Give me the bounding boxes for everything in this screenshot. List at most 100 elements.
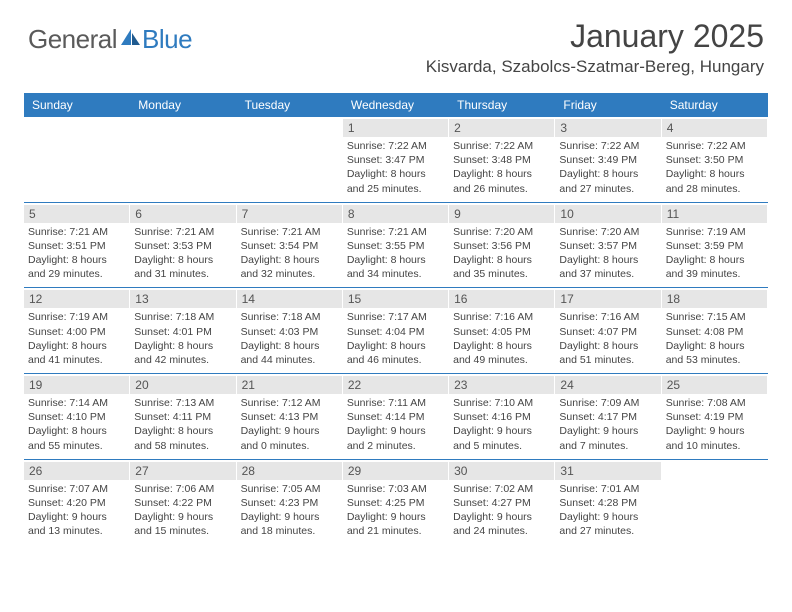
day-number: [130, 119, 235, 137]
day-header: Saturday: [662, 93, 768, 117]
day-number: [237, 119, 342, 137]
sunrise-text: Sunrise: 7:18 AM: [241, 310, 338, 324]
daylight-text: Daylight: 8 hours and 27 minutes.: [559, 167, 656, 195]
day-info: Sunrise: 7:21 AMSunset: 3:55 PMDaylight:…: [347, 225, 444, 282]
day-cell: 3 Sunrise: 7:22 AMSunset: 3:49 PMDaylight…: [555, 117, 661, 202]
sunset-text: Sunset: 3:47 PM: [347, 153, 444, 167]
day-number: 22: [343, 376, 448, 394]
sunset-text: Sunset: 4:07 PM: [559, 325, 656, 339]
day-number: 3: [555, 119, 660, 137]
day-cell: 1Sunrise: 7:22 AMSunset: 3:47 PMDaylight…: [343, 117, 449, 202]
sunset-text: Sunset: 3:51 PM: [28, 239, 125, 253]
week-row: 26Sunrise: 7:07 AMSunset: 4:20 PMDayligh…: [24, 460, 768, 545]
sunrise-text: Sunrise: 7:19 AM: [666, 225, 763, 239]
day-cell: [130, 117, 236, 202]
day-info: Sunrise: 7:05 AMSunset: 4:23 PMDaylight:…: [241, 482, 338, 539]
sunrise-text: Sunrise: 7:08 AM: [666, 396, 763, 410]
day-info: Sunrise: 7:17 AMSunset: 4:04 PMDaylight:…: [347, 310, 444, 367]
day-number: 9: [449, 205, 554, 223]
sunrise-text: Sunrise: 7:10 AM: [453, 396, 550, 410]
day-number: 1: [343, 119, 448, 137]
sunset-text: Sunset: 4:23 PM: [241, 496, 338, 510]
sunset-text: Sunset: 4:14 PM: [347, 410, 444, 424]
day-cell: 6Sunrise: 7:21 AMSunset: 3:53 PMDaylight…: [130, 203, 236, 288]
day-number: 27: [130, 462, 235, 480]
day-cell: 21Sunrise: 7:12 AMSunset: 4:13 PMDayligh…: [237, 374, 343, 459]
sunset-text: Sunset: 3:48 PM: [453, 153, 550, 167]
day-number: 10: [555, 205, 660, 223]
daylight-text: Daylight: 8 hours and 26 minutes.: [453, 167, 550, 195]
week-row: 19Sunrise: 7:14 AMSunset: 4:10 PMDayligh…: [24, 374, 768, 460]
day-info: Sunrise: 7:01 AMSunset: 4:28 PMDaylight:…: [559, 482, 656, 539]
day-info: Sunrise: 7:11 AMSunset: 4:14 PMDaylight:…: [347, 396, 444, 453]
day-info: Sunrise: 7:08 AMSunset: 4:19 PMDaylight:…: [666, 396, 763, 453]
sunrise-text: Sunrise: 7:21 AM: [134, 225, 231, 239]
sunset-text: Sunset: 4:03 PM: [241, 325, 338, 339]
header: General Blue January 2025 Kisvarda, Szab…: [0, 0, 792, 83]
sunrise-text: Sunrise: 7:14 AM: [28, 396, 125, 410]
daylight-text: Daylight: 8 hours and 37 minutes.: [559, 253, 656, 281]
sunrise-text: Sunrise: 7:02 AM: [453, 482, 550, 496]
day-info: Sunrise: 7:21 AMSunset: 3:54 PMDaylight:…: [241, 225, 338, 282]
day-number: [24, 119, 129, 137]
day-info: Sunrise: 7:20 AMSunset: 3:57 PMDaylight:…: [559, 225, 656, 282]
daylight-text: Daylight: 8 hours and 35 minutes.: [453, 253, 550, 281]
logo-sail-icon: [119, 27, 141, 52]
day-cell: 24Sunrise: 7:09 AMSunset: 4:17 PMDayligh…: [555, 374, 661, 459]
day-cell: 22 Sunrise: 7:11 AMSunset: 4:14 PMDayligh…: [343, 374, 449, 459]
sunset-text: Sunset: 4:08 PM: [666, 325, 763, 339]
day-number: 4: [662, 119, 767, 137]
day-cell: 2 Sunrise: 7:22 AMSunset: 3:48 PMDaylight…: [449, 117, 555, 202]
daylight-text: Daylight: 8 hours and 46 minutes.: [347, 339, 444, 367]
daylight-text: Daylight: 9 hours and 5 minutes.: [453, 424, 550, 452]
day-cell: 31Sunrise: 7:01 AMSunset: 4:28 PMDayligh…: [555, 460, 661, 545]
daylight-text: Daylight: 9 hours and 21 minutes.: [347, 510, 444, 538]
sunrise-text: Sunrise: 7:16 AM: [559, 310, 656, 324]
sunrise-text: Sunrise: 7:01 AM: [559, 482, 656, 496]
daylight-text: Daylight: 9 hours and 18 minutes.: [241, 510, 338, 538]
daylight-text: Daylight: 8 hours and 44 minutes.: [241, 339, 338, 367]
day-info: Sunrise: 7:19 AMSunset: 4:00 PMDaylight:…: [28, 310, 125, 367]
day-header: Thursday: [449, 93, 555, 117]
day-cell: 14Sunrise: 7:18 AMSunset: 4:03 PMDayligh…: [237, 288, 343, 373]
location-text: Kisvarda, Szabolcs-Szatmar-Bereg, Hungar…: [426, 57, 764, 77]
day-number: 2: [449, 119, 554, 137]
day-cell: 28Sunrise: 7:05 AMSunset: 4:23 PMDayligh…: [237, 460, 343, 545]
day-info: Sunrise: 7:16 AMSunset: 4:07 PMDaylight:…: [559, 310, 656, 367]
day-number: 24: [555, 376, 660, 394]
daylight-text: Daylight: 8 hours and 32 minutes.: [241, 253, 338, 281]
sunrise-text: Sunrise: 7:22 AM: [666, 139, 763, 153]
daylight-text: Daylight: 9 hours and 2 minutes.: [347, 424, 444, 452]
day-cell: 5Sunrise: 7:21 AMSunset: 3:51 PMDaylight…: [24, 203, 130, 288]
sunrise-text: Sunrise: 7:05 AM: [241, 482, 338, 496]
day-info: Sunrise: 7:03 AMSunset: 4:25 PMDaylight:…: [347, 482, 444, 539]
day-cell: 18Sunrise: 7:15 AMSunset: 4:08 PMDayligh…: [662, 288, 768, 373]
daylight-text: Daylight: 8 hours and 42 minutes.: [134, 339, 231, 367]
day-cell: 9Sunrise: 7:20 AMSunset: 3:56 PMDaylight…: [449, 203, 555, 288]
sunset-text: Sunset: 3:56 PM: [453, 239, 550, 253]
day-cell: 23Sunrise: 7:10 AMSunset: 4:16 PMDayligh…: [449, 374, 555, 459]
day-info: Sunrise: 7:14 AMSunset: 4:10 PMDaylight:…: [28, 396, 125, 453]
day-info: Sunrise: 7:12 AMSunset: 4:13 PMDaylight:…: [241, 396, 338, 453]
sunrise-text: Sunrise: 7:11 AM: [347, 396, 444, 410]
day-header: Friday: [555, 93, 661, 117]
day-info: Sunrise: 7:10 AMSunset: 4:16 PMDaylight:…: [453, 396, 550, 453]
day-cell: 8Sunrise: 7:21 AMSunset: 3:55 PMDaylight…: [343, 203, 449, 288]
sunrise-text: Sunrise: 7:21 AM: [28, 225, 125, 239]
page-title: January 2025: [426, 18, 764, 55]
sunset-text: Sunset: 4:25 PM: [347, 496, 444, 510]
day-cell: 19Sunrise: 7:14 AMSunset: 4:10 PMDayligh…: [24, 374, 130, 459]
day-number: 25: [662, 376, 767, 394]
sunrise-text: Sunrise: 7:03 AM: [347, 482, 444, 496]
sunrise-text: Sunrise: 7:20 AM: [559, 225, 656, 239]
day-number: 7: [237, 205, 342, 223]
sunset-text: Sunset: 3:59 PM: [666, 239, 763, 253]
day-number: 18: [662, 290, 767, 308]
day-info: Sunrise: 7:22 AMSunset: 3:49 PMDaylight:…: [559, 139, 656, 196]
sunset-text: Sunset: 4:00 PM: [28, 325, 125, 339]
day-info: Sunrise: 7:22 AMSunset: 3:48 PMDaylight:…: [453, 139, 550, 196]
day-info: Sunrise: 7:02 AMSunset: 4:27 PMDaylight:…: [453, 482, 550, 539]
day-cell: 12Sunrise: 7:19 AMSunset: 4:00 PMDayligh…: [24, 288, 130, 373]
day-info: Sunrise: 7:19 AMSunset: 3:59 PMDaylight:…: [666, 225, 763, 282]
daylight-text: Daylight: 8 hours and 34 minutes.: [347, 253, 444, 281]
